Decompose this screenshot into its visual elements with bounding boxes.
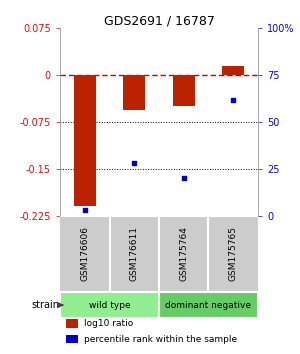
Bar [74,75,96,206]
Bar [159,292,258,318]
Bar [222,66,244,75]
Bar [60,292,159,318]
Point [181,176,186,181]
Text: log10 ratio: log10 ratio [84,319,133,327]
Text: dominant negative: dominant negative [166,301,251,309]
Text: GSM175764: GSM175764 [179,226,188,281]
Text: wild type: wild type [89,301,130,309]
Bar [66,335,78,343]
Text: GSM175765: GSM175765 [229,226,238,281]
Point [231,97,236,102]
Text: strain: strain [31,300,59,310]
Bar [172,75,195,107]
Bar [123,75,146,109]
Title: GDS2691 / 16787: GDS2691 / 16787 [103,14,214,27]
Text: percentile rank within the sample: percentile rank within the sample [84,335,237,344]
Bar [66,319,78,328]
Point [82,207,87,213]
Text: GSM176606: GSM176606 [80,226,89,281]
Text: GSM176611: GSM176611 [130,226,139,281]
Point [132,160,137,166]
